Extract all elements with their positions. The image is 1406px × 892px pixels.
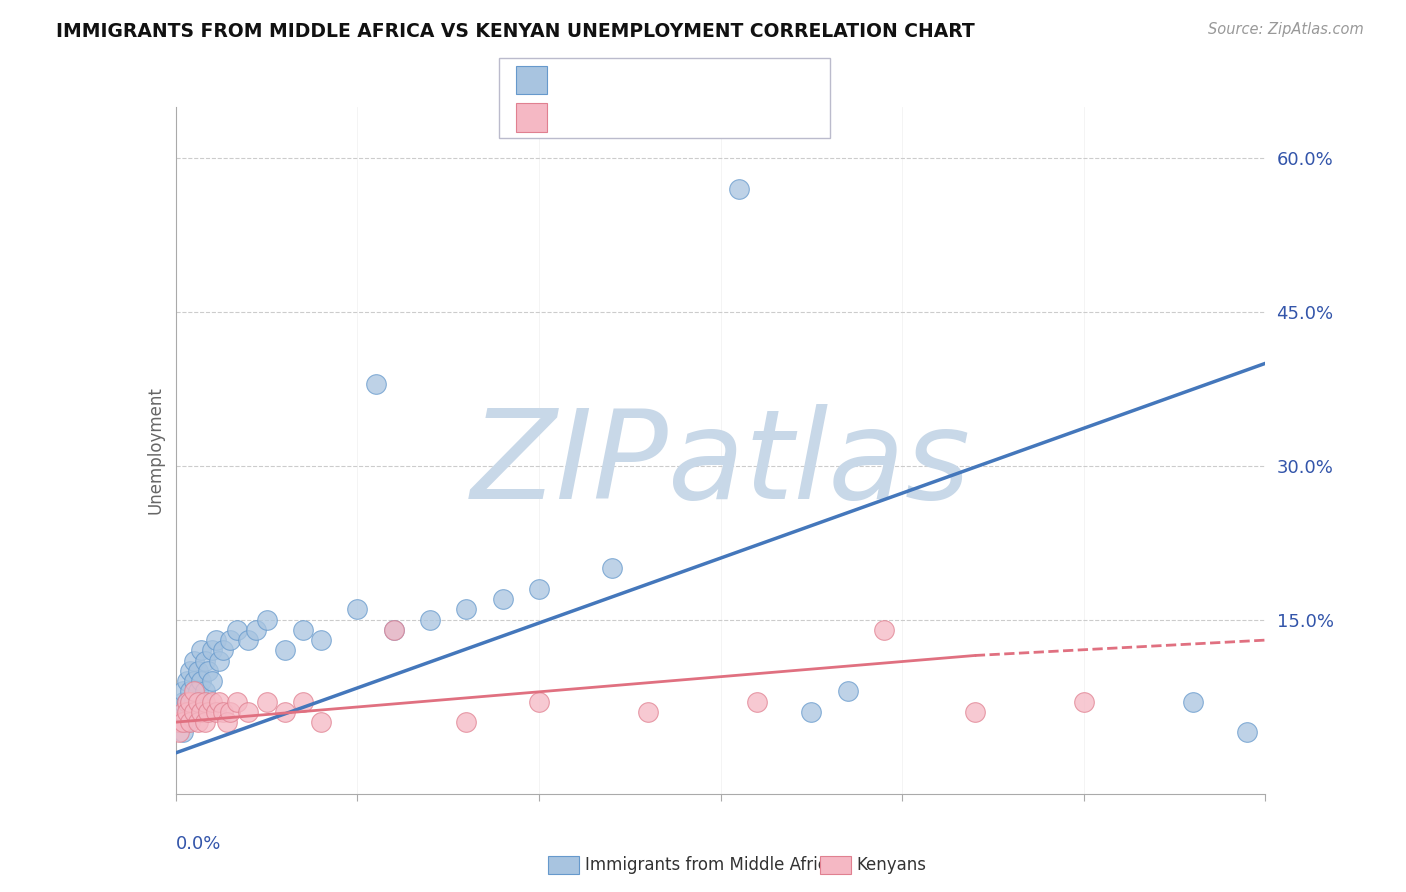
Text: IMMIGRANTS FROM MIDDLE AFRICA VS KENYAN UNEMPLOYMENT CORRELATION CHART: IMMIGRANTS FROM MIDDLE AFRICA VS KENYAN …: [56, 22, 974, 41]
Point: [346, 602, 368, 616]
Text: Kenyans: Kenyans: [856, 856, 927, 874]
Point: [238, 633, 260, 648]
Point: [1236, 725, 1258, 739]
Point: [309, 715, 332, 730]
Point: [219, 633, 242, 648]
Point: [172, 715, 194, 730]
Text: ZIPatlas: ZIPatlas: [471, 404, 970, 524]
Point: [190, 705, 212, 719]
Point: [169, 705, 191, 719]
Point: [527, 695, 550, 709]
Point: [219, 705, 242, 719]
Point: [963, 705, 986, 719]
Text: Source: ZipAtlas.com: Source: ZipAtlas.com: [1208, 22, 1364, 37]
Point: [256, 613, 278, 627]
Point: [186, 695, 209, 709]
Point: [727, 182, 749, 196]
Point: [208, 695, 231, 709]
Point: [197, 664, 219, 678]
Point: [183, 705, 205, 719]
Text: R = 0.388    N = 36: R = 0.388 N = 36: [558, 110, 734, 128]
Point: [204, 705, 226, 719]
Point: [226, 623, 249, 637]
Point: [1073, 695, 1095, 709]
Text: 0.0%: 0.0%: [176, 835, 221, 853]
Point: [212, 643, 235, 657]
Point: [800, 705, 823, 719]
Point: [176, 695, 198, 709]
Point: [172, 705, 194, 719]
Point: [169, 715, 191, 730]
Point: [745, 695, 768, 709]
Point: [204, 633, 226, 648]
Point: [179, 715, 201, 730]
Point: [169, 725, 191, 739]
Point: [201, 674, 224, 689]
Point: [382, 623, 405, 637]
Point: [197, 705, 219, 719]
Point: [186, 684, 209, 698]
Point: [364, 376, 387, 391]
Point: [194, 684, 217, 698]
Point: [176, 674, 198, 689]
Point: [419, 613, 441, 627]
Point: [873, 623, 896, 637]
Point: [183, 695, 205, 709]
Point: [179, 664, 201, 678]
Point: [215, 715, 238, 730]
Point: [183, 684, 205, 698]
Point: [274, 643, 297, 657]
Point: [179, 705, 201, 719]
Point: [172, 725, 194, 739]
Point: [527, 582, 550, 596]
Point: [186, 664, 209, 678]
Point: [201, 695, 224, 709]
Point: [176, 715, 198, 730]
Point: [1181, 695, 1204, 709]
Point: [183, 674, 205, 689]
Point: [256, 695, 278, 709]
Point: [194, 654, 217, 668]
Point: [176, 695, 198, 709]
Point: [492, 592, 515, 607]
Point: [190, 643, 212, 657]
Point: [169, 715, 191, 730]
Point: [456, 602, 478, 616]
Point: [245, 623, 267, 637]
Point: [456, 715, 478, 730]
Point: [172, 684, 194, 698]
Point: [179, 695, 201, 709]
Point: [637, 705, 659, 719]
Point: [837, 684, 859, 698]
Point: [238, 705, 260, 719]
Point: [291, 695, 314, 709]
Text: R = 0.668    N = 47: R = 0.668 N = 47: [558, 72, 734, 90]
Text: Immigrants from Middle Africa: Immigrants from Middle Africa: [585, 856, 837, 874]
Point: [309, 633, 332, 648]
Point: [183, 654, 205, 668]
Point: [226, 695, 249, 709]
Point: [186, 715, 209, 730]
Point: [190, 674, 212, 689]
Point: [212, 705, 235, 719]
Point: [176, 705, 198, 719]
Point: [291, 623, 314, 637]
Point: [208, 654, 231, 668]
Point: [194, 715, 217, 730]
Point: [274, 705, 297, 719]
Y-axis label: Unemployment: Unemployment: [146, 386, 165, 515]
Point: [600, 561, 623, 575]
Point: [172, 695, 194, 709]
Point: [382, 623, 405, 637]
Point: [179, 684, 201, 698]
Point: [201, 643, 224, 657]
Point: [194, 695, 217, 709]
